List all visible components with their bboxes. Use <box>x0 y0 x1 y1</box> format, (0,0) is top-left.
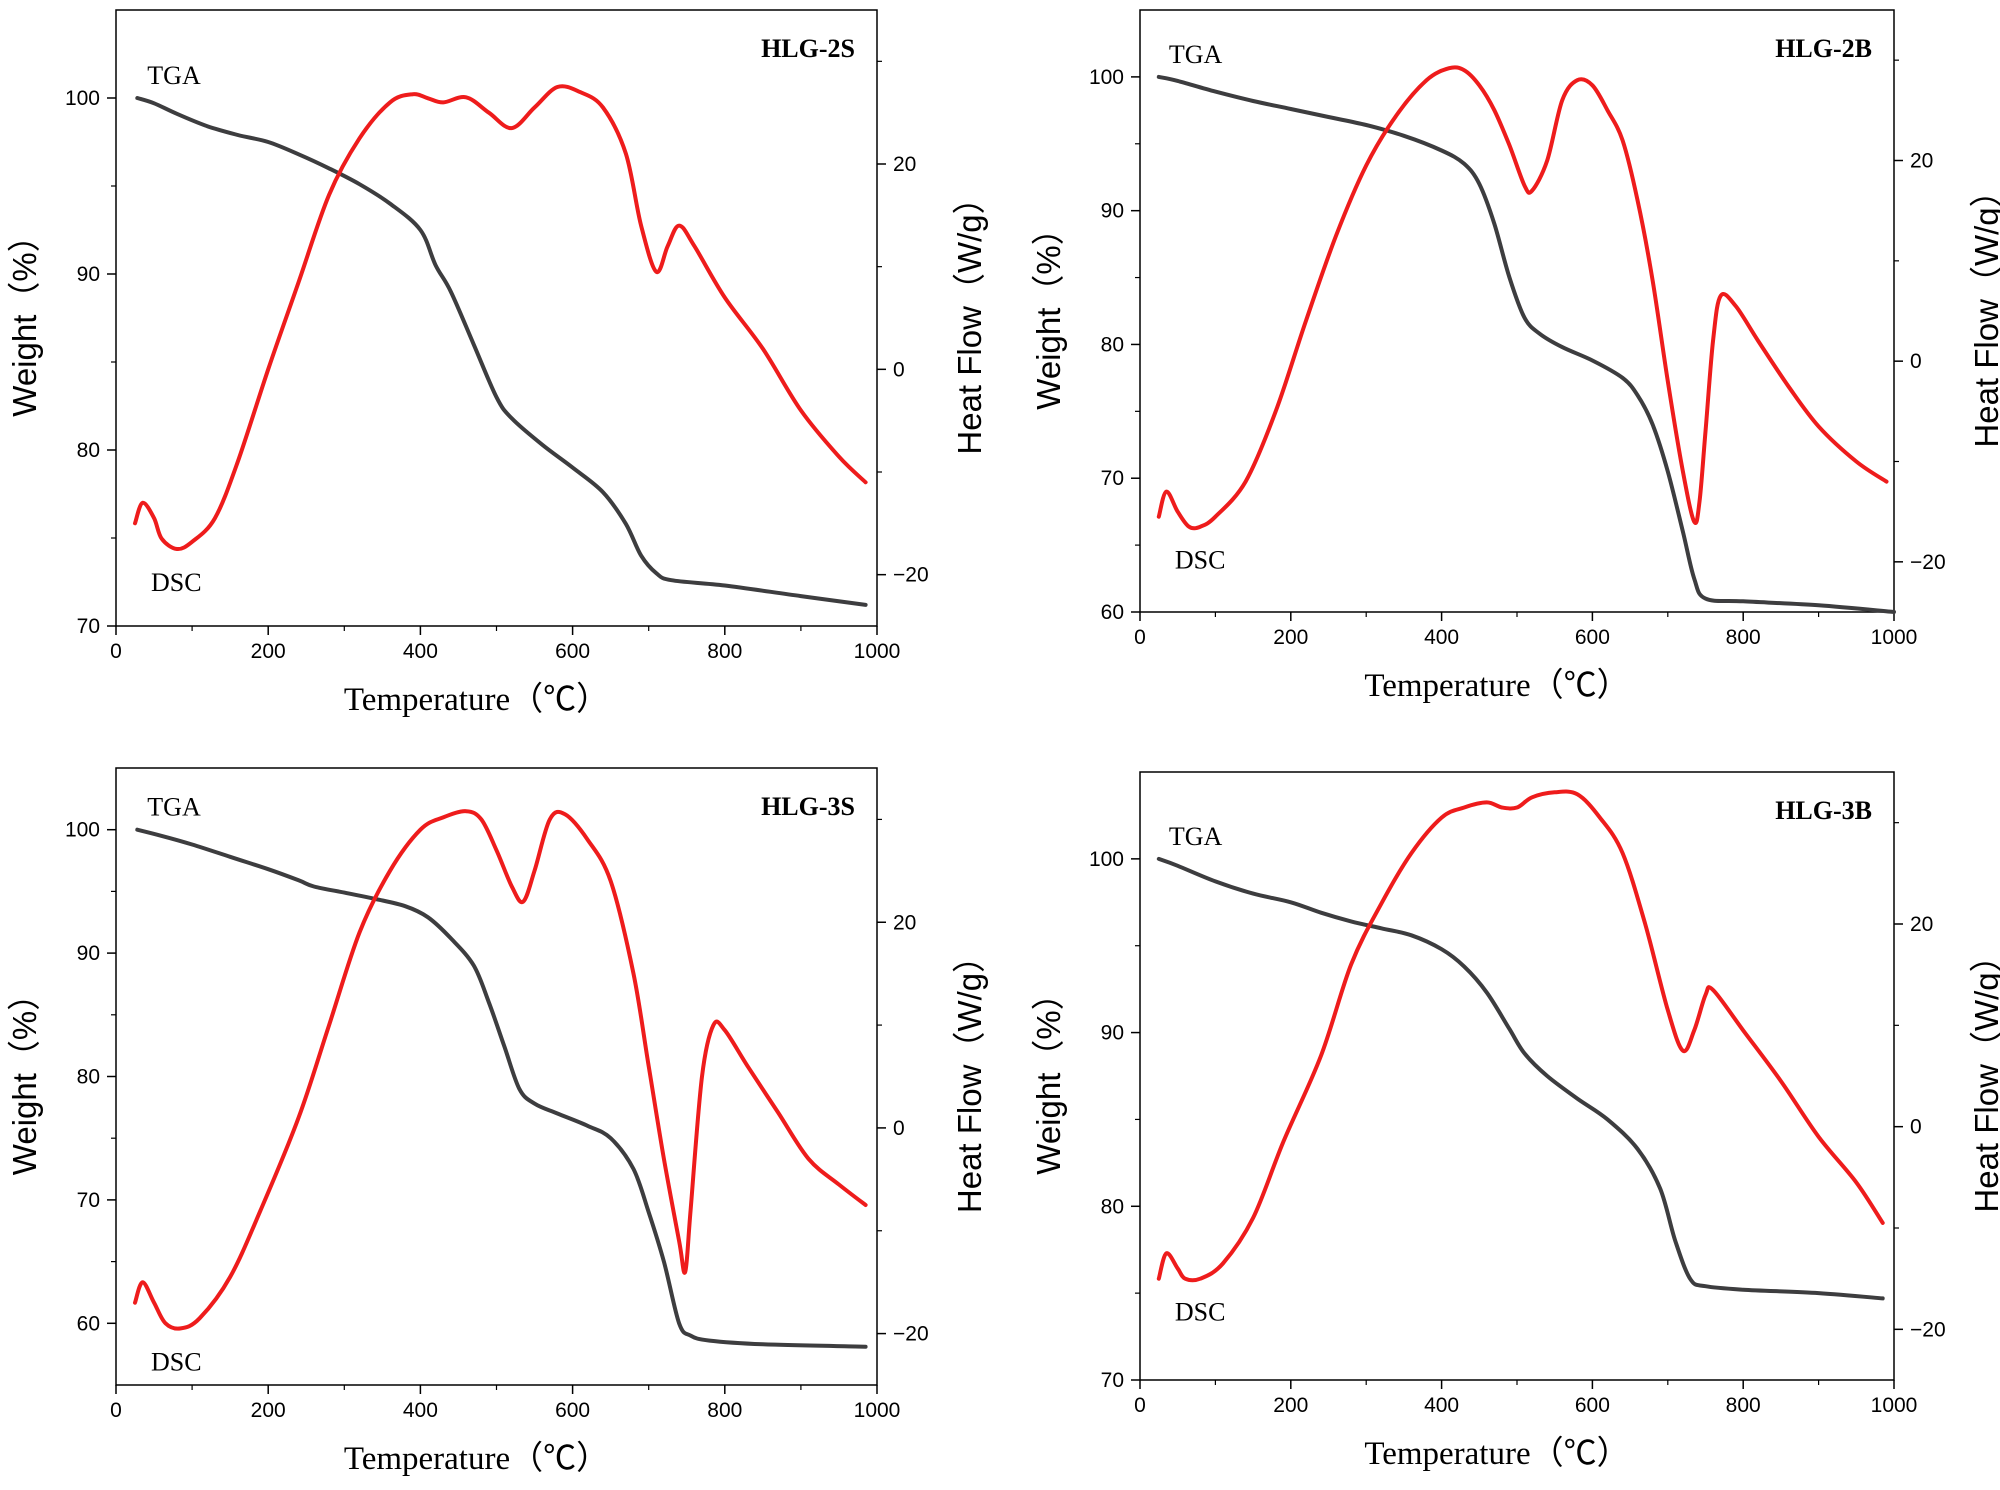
x-tick-label: 200 <box>251 1399 286 1422</box>
series-dsc-line <box>1156 789 1885 1283</box>
series-label-tga: TGA <box>147 793 201 822</box>
x-axis-title: Temperature（℃） <box>1364 1436 1629 1472</box>
y-left-axis-title: Weight（%） <box>6 978 43 1175</box>
x-axis-title: Temperature（℃） <box>344 1441 609 1477</box>
x-tick-label: 0 <box>110 640 122 663</box>
y-right-tick-label: −20 <box>1910 551 1946 574</box>
series-dsc-line <box>1156 65 1889 531</box>
y-left-tick-label: 60 <box>77 1312 100 1335</box>
chart-panel-hlg-3b: 0 200 400 600 800 1000 70 80 90 100 −20 0 20 TGA DSC HL… <box>1030 771 2000 1472</box>
series-label-dsc: DSC <box>151 1347 202 1376</box>
x-tick-label: 400 <box>403 640 438 663</box>
y-right-tick-label: 0 <box>1910 350 1922 373</box>
x-tick-label: 1000 <box>1871 626 1918 649</box>
y-left-tick-label: 100 <box>65 819 100 842</box>
x-tick-label: 200 <box>251 640 286 663</box>
y-left-tick-label: 80 <box>77 439 100 462</box>
plot-frame <box>1139 771 1895 1381</box>
y-left-tick-label: 90 <box>1101 1022 1124 1045</box>
sample-label: HLG-2B <box>1775 34 1872 63</box>
series-label-tga: TGA <box>1169 40 1223 69</box>
series-label-dsc: DSC <box>151 568 202 597</box>
y-left-tick-label: 80 <box>77 1066 100 1089</box>
x-tick-label: 1000 <box>854 1399 901 1422</box>
sample-label: HLG-3S <box>761 792 855 821</box>
y-left-tick-label: 90 <box>77 942 100 965</box>
series-label-dsc: DSC <box>1175 1298 1226 1327</box>
x-tick-label: 600 <box>555 1399 590 1422</box>
y-left-tick-label: 70 <box>1101 467 1124 490</box>
y-right-tick-label: −20 <box>893 564 929 587</box>
y-right-axis-title: Heat Flow（W/g） <box>1968 939 2000 1212</box>
y-left-tick-label: 100 <box>1089 66 1124 89</box>
y-right-axis-title: Heat Flow（W/g） <box>1968 174 2000 447</box>
x-tick-label: 600 <box>555 640 590 663</box>
x-tick-label: 200 <box>1273 1394 1308 1417</box>
x-tick-label: 400 <box>403 1399 438 1422</box>
y-right-tick-label: −20 <box>1910 1318 1946 1341</box>
plot-frame <box>115 767 878 1386</box>
x-tick-label: 0 <box>1134 1394 1146 1417</box>
x-tick-label: 1000 <box>1871 1394 1918 1417</box>
x-tick-label: 800 <box>707 640 742 663</box>
y-left-tick-label: 100 <box>1089 848 1124 871</box>
y-right-tick-label: 0 <box>893 358 905 381</box>
series-dsc-line <box>133 84 868 552</box>
y-right-tick-label: 0 <box>893 1117 905 1140</box>
chart-panel-hlg-3s: 0 200 400 600 800 1000 60 70 80 90 100 −20 0 20 TGA DSC… <box>6 767 988 1477</box>
y-right-tick-label: 0 <box>1910 1116 1922 1139</box>
y-left-tick-label: 80 <box>1101 333 1124 356</box>
plot-frame <box>115 9 878 627</box>
series-tga-line <box>135 96 868 607</box>
x-tick-label: 0 <box>110 1399 122 1422</box>
y-left-tick-label: 100 <box>65 87 100 110</box>
y-left-tick-label: 90 <box>77 263 100 286</box>
x-tick-label: 400 <box>1424 626 1459 649</box>
series-dsc-line <box>133 809 868 1331</box>
x-tick-label: 600 <box>1575 1394 1610 1417</box>
y-left-tick-label: 80 <box>1101 1195 1124 1218</box>
sample-label: HLG-2S <box>761 34 855 63</box>
y-left-axis-title: Weight（%） <box>1030 977 1067 1174</box>
chart-panel-hlg-2b: 0 200 400 600 800 1000 60 70 80 90 100 −20 0 20 TGA DSC… <box>1030 9 2000 704</box>
y-right-axis-title: Heat Flow（W/g） <box>951 940 988 1213</box>
series-tga-line <box>1156 74 1896 614</box>
series-label-dsc: DSC <box>1175 546 1226 575</box>
x-axis-title: Temperature（℃） <box>1364 668 1629 704</box>
series-tga-line <box>135 827 868 1349</box>
x-tick-label: 200 <box>1273 626 1308 649</box>
chart-panel-hlg-2s: 0 200 400 600 800 1000 70 80 90 100 −20 0 20 TGA DSC HL… <box>6 9 988 718</box>
y-right-tick-label: 20 <box>1910 913 1933 936</box>
x-tick-label: 800 <box>1726 626 1761 649</box>
x-axis-title: Temperature（℃） <box>344 682 609 718</box>
y-left-axis-title: Weight（%） <box>1030 212 1067 409</box>
series-tga-line <box>1156 856 1885 1301</box>
x-tick-label: 0 <box>1134 626 1146 649</box>
x-tick-label: 1000 <box>854 640 901 663</box>
sample-label: HLG-3B <box>1775 796 1872 825</box>
y-left-tick-label: 70 <box>77 1189 100 1212</box>
y-right-axis-title: Heat Flow（W/g） <box>951 181 988 454</box>
y-right-tick-label: 20 <box>893 911 916 934</box>
y-left-axis-title: Weight（%） <box>6 219 43 416</box>
x-tick-label: 800 <box>1726 1394 1761 1417</box>
x-tick-label: 400 <box>1424 1394 1459 1417</box>
y-left-tick-label: 70 <box>1101 1369 1124 1392</box>
series-label-tga: TGA <box>147 61 201 90</box>
x-tick-label: 800 <box>707 1399 742 1422</box>
y-left-tick-label: 60 <box>1101 601 1124 624</box>
y-left-tick-label: 90 <box>1101 200 1124 223</box>
y-left-tick-label: 70 <box>77 615 100 638</box>
x-tick-label: 600 <box>1575 626 1610 649</box>
y-right-tick-label: 20 <box>1910 150 1933 173</box>
y-right-tick-label: 20 <box>893 153 916 176</box>
y-right-tick-label: −20 <box>893 1323 929 1346</box>
series-label-tga: TGA <box>1169 822 1223 851</box>
